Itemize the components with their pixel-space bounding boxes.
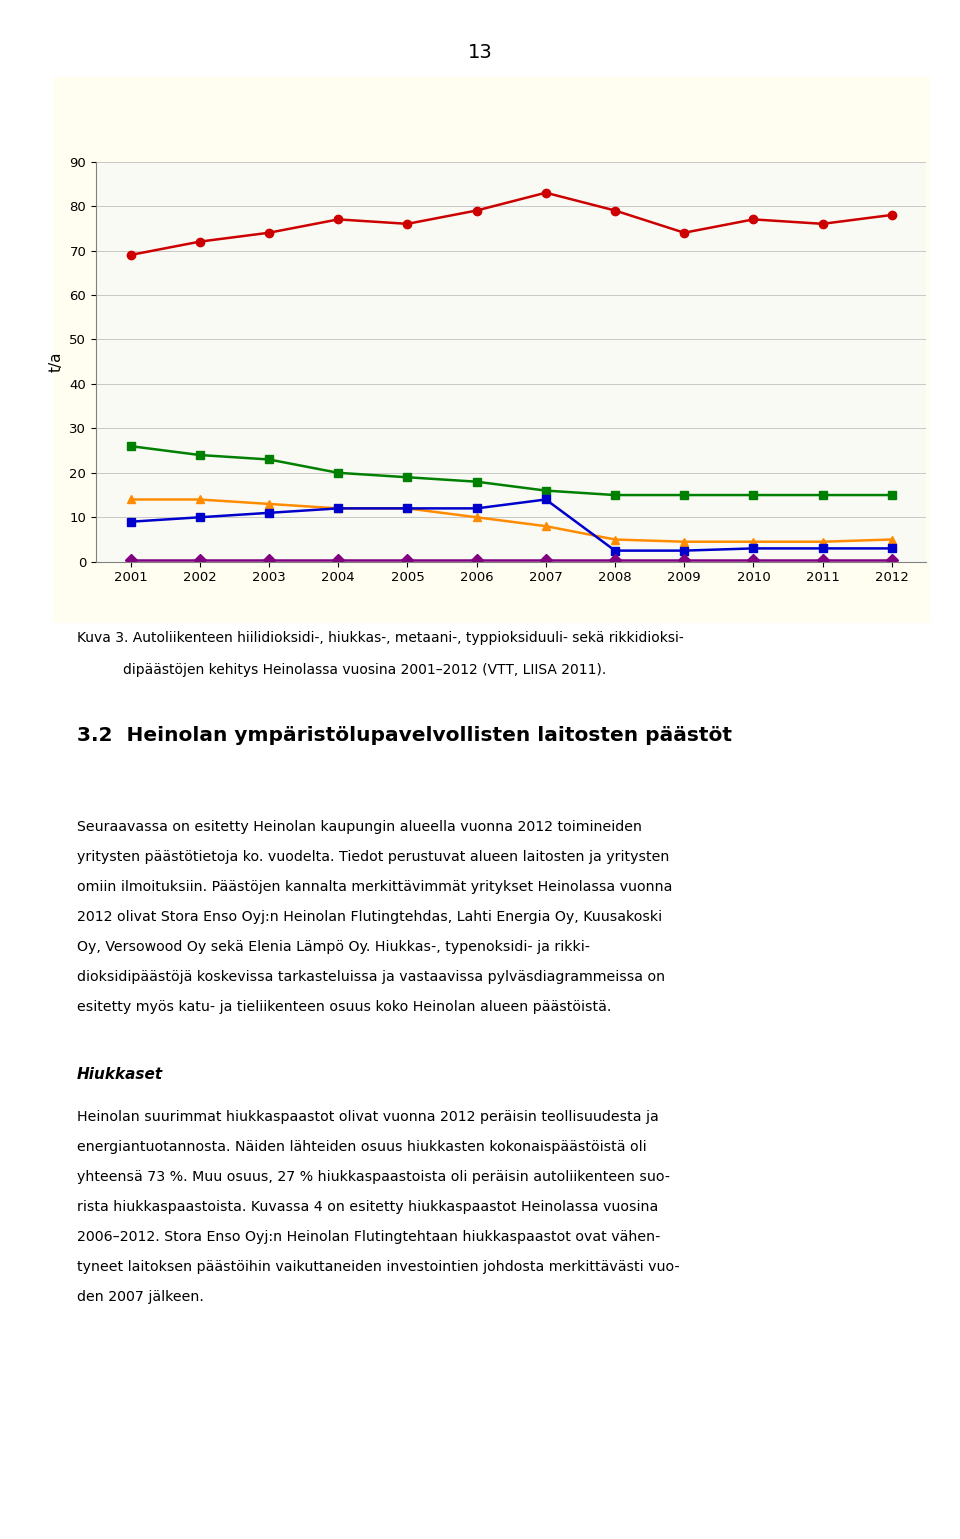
Text: dipäästöjen kehitys Heinolassa vuosina 2001–2012 (VTT, LIISA 2011).: dipäästöjen kehitys Heinolassa vuosina 2… — [123, 662, 606, 677]
Text: Oy, Versowood Oy sekä Elenia Lämpö Oy. Hiukkas-, typenoksidi- ja rikki-: Oy, Versowood Oy sekä Elenia Lämpö Oy. H… — [77, 940, 589, 954]
Text: energiantuotannosta. Näiden lähteiden osuus hiukkasten kokonaispäästöistä oli: energiantuotannosta. Näiden lähteiden os… — [77, 1140, 646, 1154]
Text: 2012 olivat Stora Enso Oyj:n Heinolan Flutingtehdas, Lahti Energia Oy, Kuusakosk: 2012 olivat Stora Enso Oyj:n Heinolan Fl… — [77, 911, 662, 925]
Text: Heinolan suurimmat hiukkaspaastot olivat vuonna 2012 peräisin teollisuudesta ja: Heinolan suurimmat hiukkaspaastot olivat… — [77, 1111, 659, 1125]
Text: den 2007 jälkeen.: den 2007 jälkeen. — [77, 1290, 204, 1305]
Text: Seuraavassa on esitetty Heinolan kaupungin alueella vuonna 2012 toimineiden: Seuraavassa on esitetty Heinolan kaupung… — [77, 820, 642, 834]
Text: yhteensä 73 %. Muu osuus, 27 % hiukkaspaastoista oli peräisin autoliikenteen suo: yhteensä 73 %. Muu osuus, 27 % hiukkaspa… — [77, 1171, 670, 1185]
Text: 13: 13 — [468, 43, 492, 62]
Text: Kuva 3. Autoliikenteen hiilidioksidi-, hiukkas-, metaani-, typpioksiduuli- sekä : Kuva 3. Autoliikenteen hiilidioksidi-, h… — [77, 631, 684, 645]
Text: esitetty myös katu- ja tieliikenteen osuus koko Heinolan alueen päästöistä.: esitetty myös katu- ja tieliikenteen osu… — [77, 1000, 612, 1014]
Text: 3.2  Heinolan ympäristölupavelvollisten laitosten päästöt: 3.2 Heinolan ympäristölupavelvollisten l… — [77, 726, 732, 745]
Text: rista hiukkaspaastoista. Kuvassa 4 on esitetty hiukkaspaastot Heinolassa vuosina: rista hiukkaspaastoista. Kuvassa 4 on es… — [77, 1200, 658, 1214]
Y-axis label: t/a: t/a — [49, 351, 64, 372]
Text: tyneet laitoksen päästöihin vaikuttaneiden investointien johdosta merkittävästi : tyneet laitoksen päästöihin vaikuttaneid… — [77, 1260, 680, 1274]
Text: Hiukkaset: Hiukkaset — [77, 1068, 163, 1082]
Text: 2006–2012. Stora Enso Oyj:n Heinolan Flutingtehtaan hiukkaspaastot ovat vähen-: 2006–2012. Stora Enso Oyj:n Heinolan Flu… — [77, 1231, 660, 1245]
Text: omiin ilmoituksiin. Päästöjen kannalta merkittävimmät yritykset Heinolassa vuonn: omiin ilmoituksiin. Päästöjen kannalta m… — [77, 880, 672, 894]
Text: dioksidipäästöjä koskevissa tarkasteluissa ja vastaavissa pylväsdiagrammeissa on: dioksidipäästöjä koskevissa tarkasteluis… — [77, 970, 665, 985]
Text: yritysten päästötietoja ko. vuodelta. Tiedot perustuvat alueen laitosten ja yrit: yritysten päästötietoja ko. vuodelta. Ti… — [77, 850, 669, 865]
